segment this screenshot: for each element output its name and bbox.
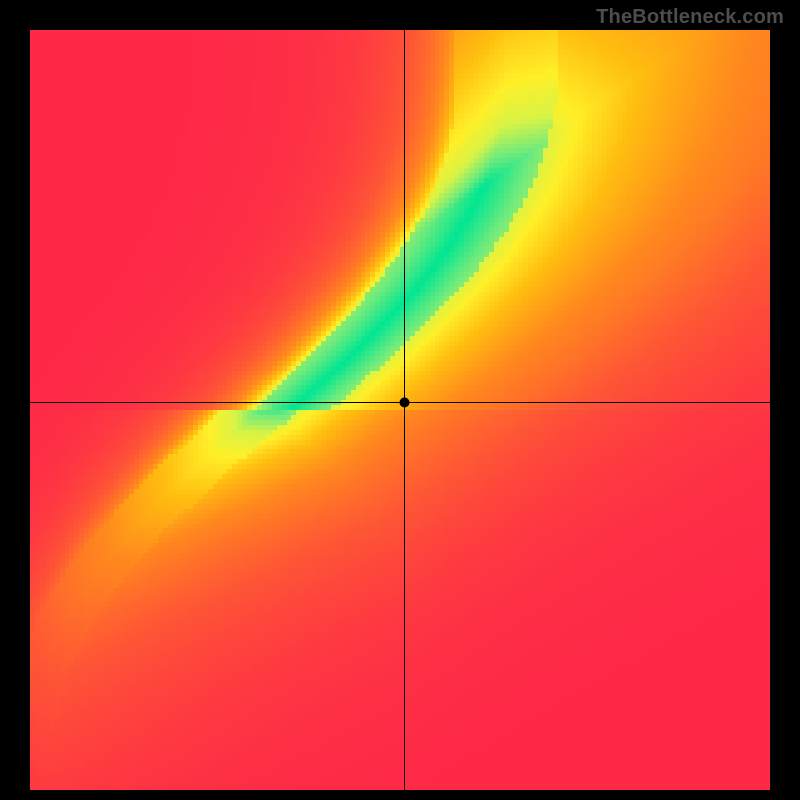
heatmap-canvas [30, 30, 770, 790]
heatmap-plot-area [30, 30, 770, 790]
watermark-text: TheBottleneck.com [596, 6, 784, 29]
